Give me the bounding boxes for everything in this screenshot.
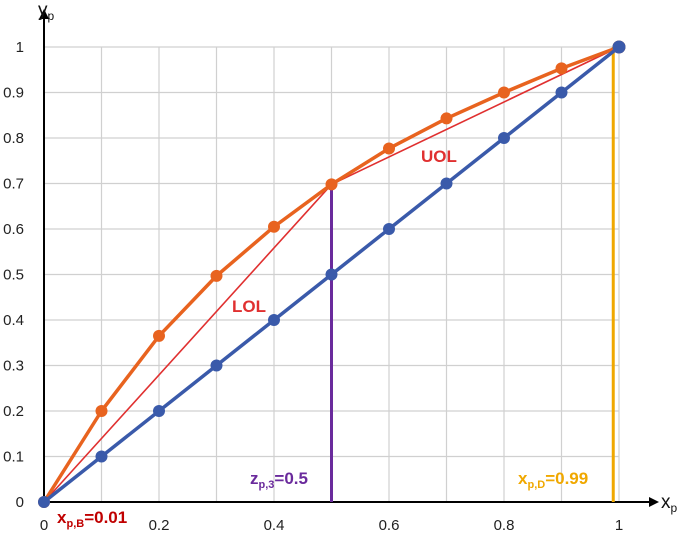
y-tick-label: 0.6 bbox=[3, 221, 24, 238]
y-tick-label: 0.2 bbox=[3, 403, 24, 420]
y-tick-label: 0.5 bbox=[3, 267, 24, 284]
lol-label: LOL bbox=[232, 297, 266, 316]
diagonal-point bbox=[210, 359, 223, 372]
equilibrium-point bbox=[440, 112, 453, 125]
x-tick-label: 0.6 bbox=[379, 517, 400, 534]
diagonal-point bbox=[95, 450, 108, 463]
equilibrium-point bbox=[268, 220, 280, 233]
equilibrium-point bbox=[153, 329, 165, 342]
equilibrium-point bbox=[498, 86, 510, 99]
x-axis-title: xp bbox=[661, 492, 678, 515]
equilibrium-point bbox=[95, 405, 108, 417]
diagonal-point bbox=[38, 496, 50, 508]
y-tick-label: 0.7 bbox=[3, 176, 24, 193]
diagonal-point bbox=[325, 268, 338, 281]
x-tick-label: 1 bbox=[615, 517, 623, 534]
x-tick-label: 0.2 bbox=[149, 517, 170, 534]
diagonal-point bbox=[383, 223, 395, 235]
diagonal-point bbox=[440, 177, 453, 190]
equilibrium-point bbox=[210, 269, 223, 282]
tick-labels: 0 0.1 0.2 0.3 0.4 0.5 0.6 0.7 0.8 0.9 1 0 0.2 0.4 0.6 0… bbox=[3, 39, 623, 534]
equilibrium-point bbox=[555, 62, 568, 75]
lol-line bbox=[43, 183, 333, 503]
y-axis-title: yp bbox=[38, 0, 55, 23]
diagonal-point bbox=[612, 40, 626, 54]
diagonal-point bbox=[498, 132, 510, 144]
y-tick-label: 0 bbox=[16, 494, 24, 511]
diagonal-point bbox=[268, 314, 280, 326]
xpd-label: xp,D=0.99 bbox=[518, 469, 588, 491]
vertical-lines bbox=[330, 47, 615, 502]
diagonal-point bbox=[555, 86, 568, 99]
operating-lines bbox=[43, 46, 620, 503]
xpb-label: xp,B=0.01 bbox=[57, 508, 127, 530]
axes bbox=[39, 9, 659, 507]
x-tick-label: 0.8 bbox=[494, 517, 515, 534]
zp3-label: zp,3=0.5 bbox=[250, 469, 308, 491]
y-tick-label: 1 bbox=[16, 39, 24, 56]
y-tick-label: 0.9 bbox=[3, 85, 24, 102]
diagonal-point bbox=[153, 405, 165, 417]
equilibrium-point bbox=[325, 178, 338, 191]
y-tick-label: 0.8 bbox=[3, 130, 24, 147]
equilibrium-point bbox=[383, 142, 395, 155]
y-tick-label: 0.3 bbox=[3, 358, 24, 375]
series bbox=[38, 40, 626, 508]
x-tick-label: 0 bbox=[40, 517, 48, 534]
y-tick-label: 0.4 bbox=[3, 312, 24, 329]
y-tick-label: 0.1 bbox=[3, 449, 24, 466]
uol-line bbox=[331, 46, 620, 186]
x-tick-label: 0.4 bbox=[264, 517, 285, 534]
uol-label: UOL bbox=[421, 147, 457, 166]
